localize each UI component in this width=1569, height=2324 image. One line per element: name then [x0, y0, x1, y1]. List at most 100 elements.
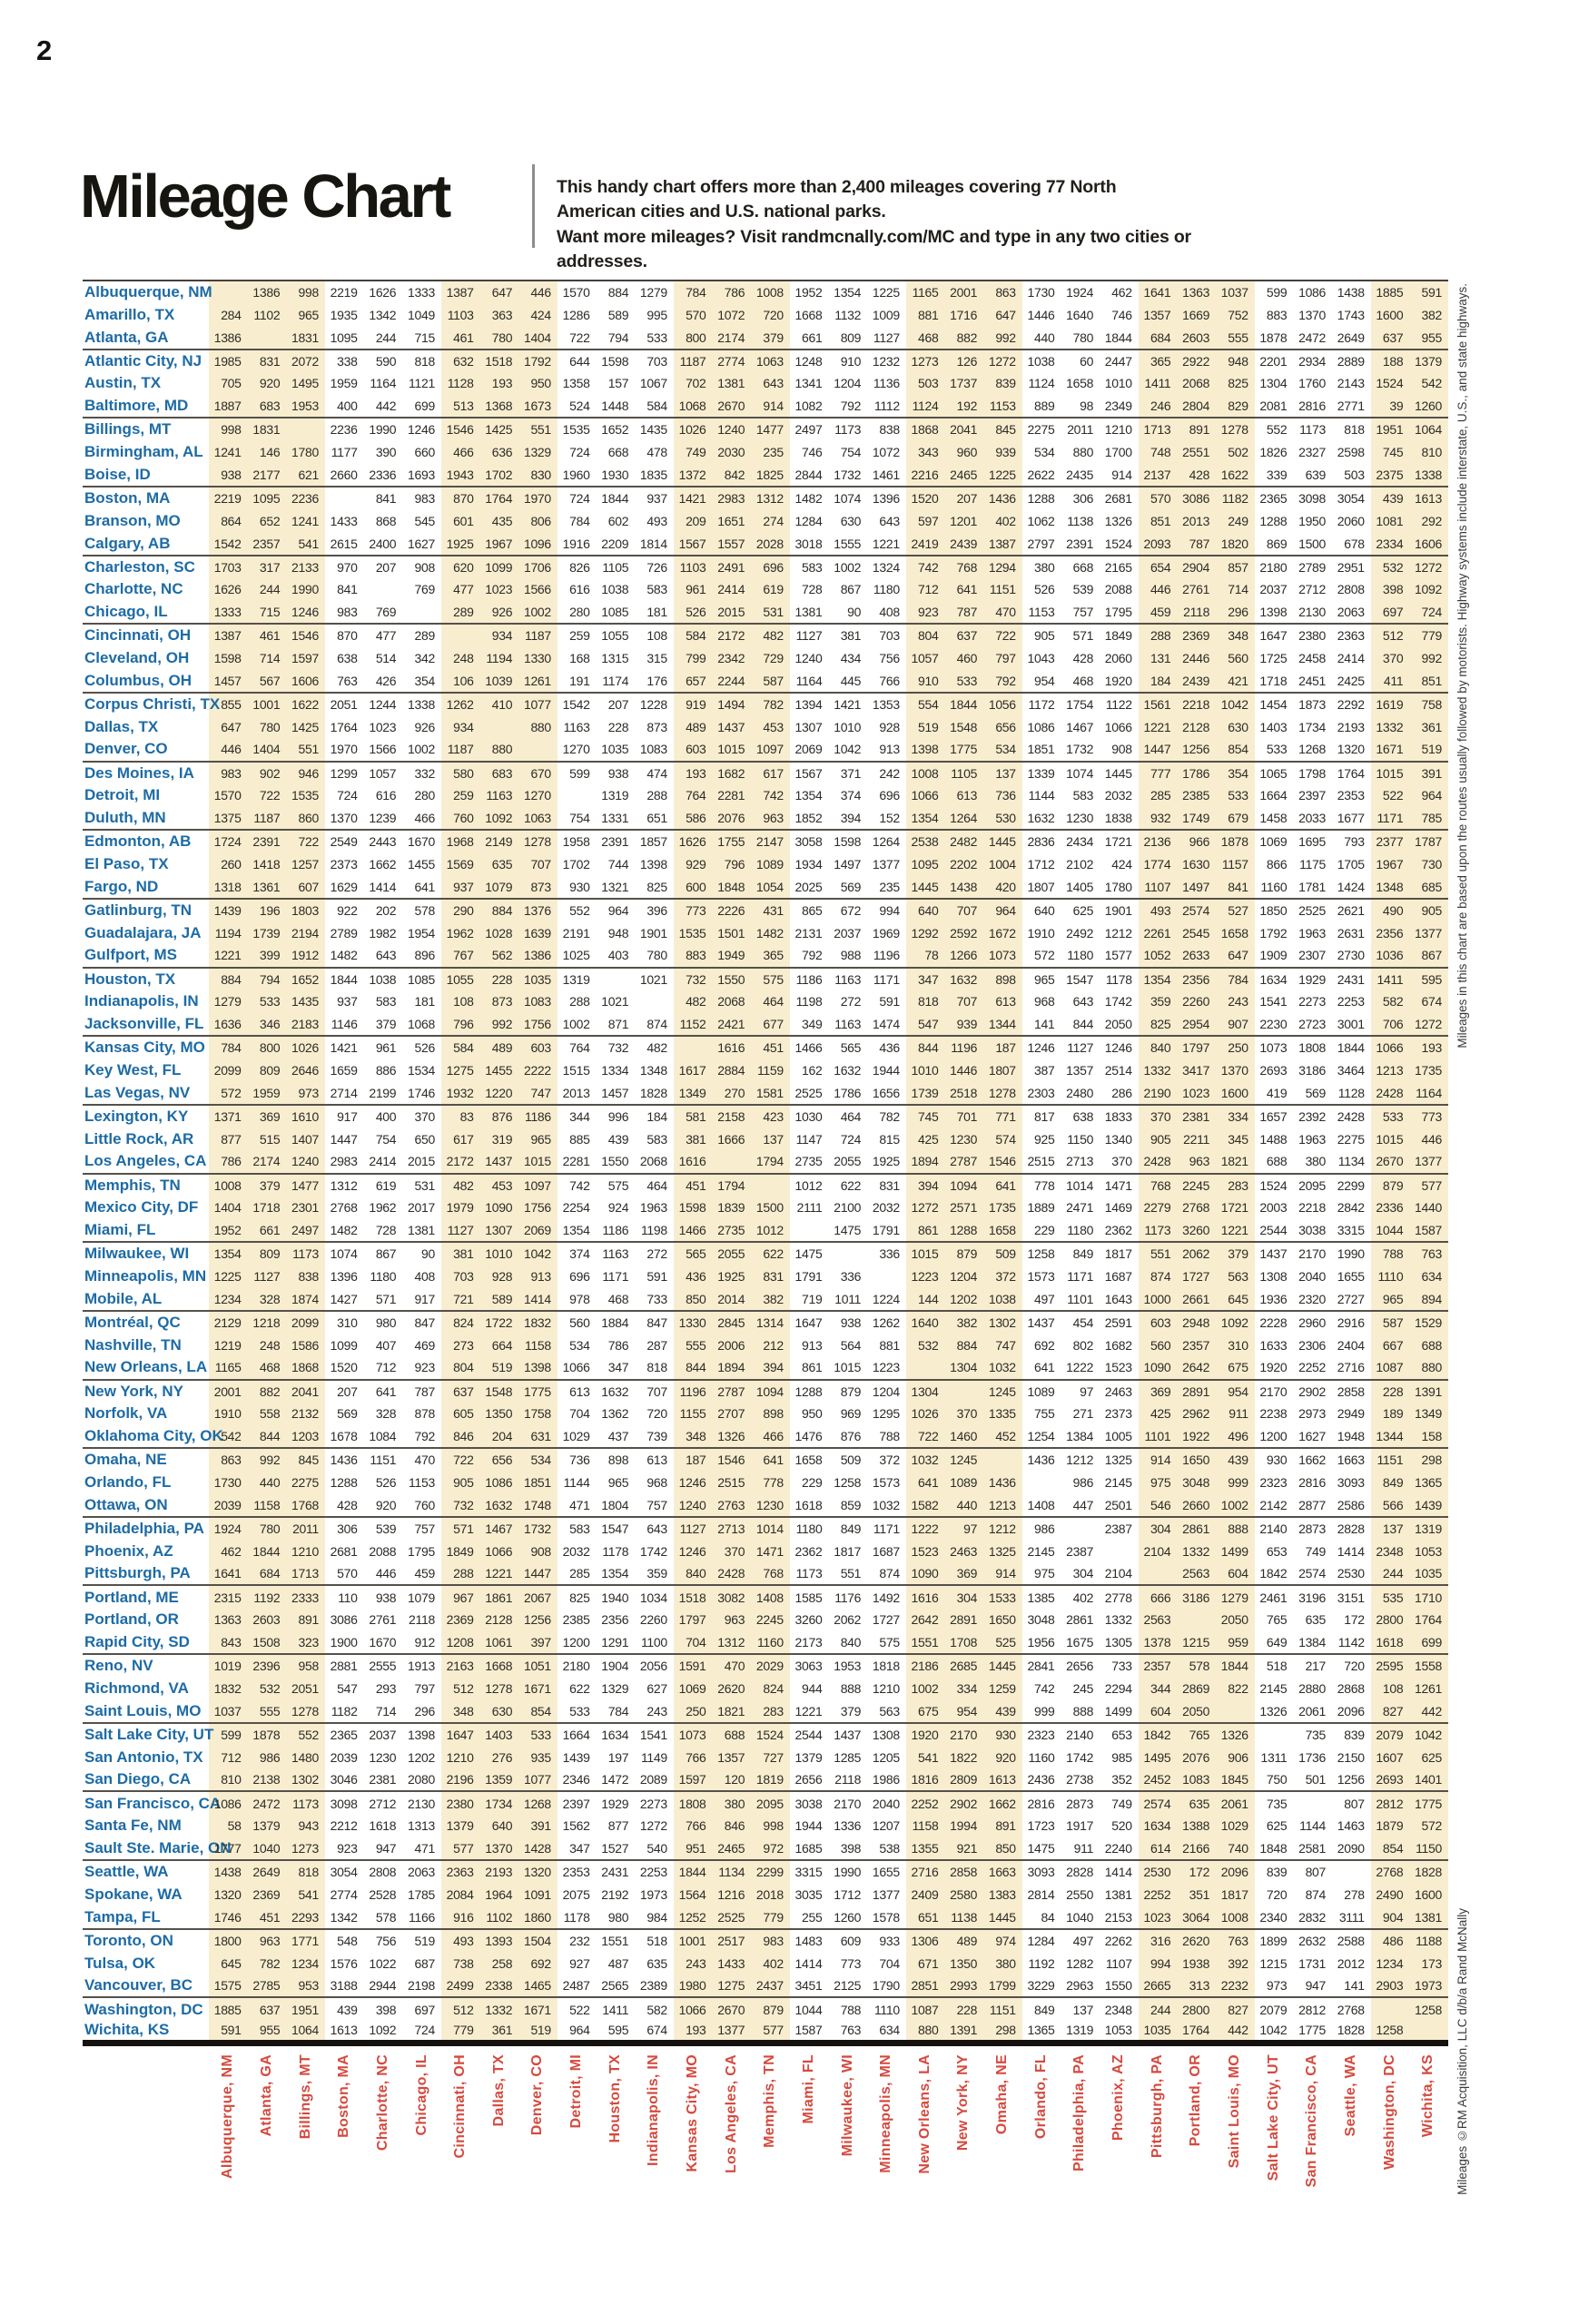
mileage-cell: 1172 [1028, 697, 1055, 713]
mileage-cell: 930 [557, 875, 597, 900]
mileage-cell: 1079 [407, 1590, 435, 1605]
mileage-cell: 250 [1228, 1040, 1248, 1056]
mileage-cell: 2068 [635, 1150, 674, 1175]
mileage-cell: 258 [491, 1955, 513, 1971]
mileage-cell: 232 [569, 1933, 590, 1948]
mileage-cell: 512 [1382, 628, 1404, 644]
mileage-cell: 1254 [1021, 1424, 1061, 1450]
mileage-cell: 2132 [291, 1406, 319, 1422]
mileage-cell: 726 [646, 559, 667, 575]
mileage-cell: 1546 [291, 628, 319, 644]
page-title: Mileage Chart [80, 162, 451, 231]
mileage-cell: 470 [983, 601, 1022, 625]
column-label-slot: Houston, TX [596, 2054, 635, 2218]
mileage-cell: 1040 [1061, 1905, 1100, 1930]
mileage-cell: 428 [1177, 463, 1217, 487]
mileage-cell: 1196 [679, 1384, 706, 1399]
mileage-cell: 1943 [440, 463, 480, 487]
mileage-cell: 622 [569, 1680, 590, 1696]
row-label: Milwaukee, WI [84, 1245, 190, 1263]
mileage-cell: 1954 [407, 925, 435, 940]
mileage-cell: 1381 [1104, 1886, 1132, 1902]
mileage-cell: 1062 [1027, 513, 1055, 528]
mileage-cell: 1438 [213, 1865, 242, 1880]
mileage-cell: 1210 [1104, 422, 1132, 438]
mileage-cell: 965 [1370, 1287, 1410, 1312]
mileage-cell: 1128 [447, 376, 474, 391]
mileage-cell: 1742 [1104, 994, 1132, 1009]
mileage-cell: 293 [375, 1680, 397, 1696]
mileage-cell: 1411 [1144, 376, 1171, 391]
mileage-cell: 722 [995, 628, 1016, 644]
mileage-cell: 2646 [291, 1063, 319, 1078]
mileage-cell: 1302 [988, 1315, 1016, 1330]
mileage-cell: 616 [569, 582, 590, 597]
mileage-cell: 526 [673, 601, 713, 625]
mileage-cell: 1515 [562, 1063, 590, 1078]
mileage-cell: 2713 [717, 1521, 745, 1536]
mileage-cell: 298 [1421, 1452, 1443, 1468]
mileage-cell: 1221 [479, 1562, 519, 1587]
mileage-cell: 2472 [252, 1796, 281, 1811]
row-label: Branson, MO [84, 511, 181, 529]
mileage-cell: 1424 [1332, 875, 1371, 900]
mileage-cell: 1408 [1021, 1493, 1061, 1518]
mileage-cell: 2716 [1332, 1356, 1371, 1381]
mileage-cell: 1964 [485, 1886, 513, 1902]
mileage-cell: 797 [414, 1680, 435, 1696]
row-label: Santa Fe, NM [84, 1817, 182, 1835]
mileage-cell: 929 [686, 857, 706, 872]
mileage-cell: 1527 [596, 1837, 636, 1862]
mileage-cell: 1787 [1415, 834, 1442, 850]
mileage-cell: 806 [530, 513, 551, 528]
mileage-cell: 1844 [601, 491, 629, 507]
mileage-cell: 144 [905, 1287, 945, 1312]
mileage-cell: 439 [337, 2002, 358, 2017]
mileage-cell: 1110 [873, 2002, 900, 2017]
mileage-cell: 2222 [523, 1063, 551, 1078]
mileage-cell: 2125 [828, 1974, 868, 1999]
mileage-cell: 570 [686, 307, 706, 322]
mileage-cell: 1844 [1100, 326, 1139, 350]
mileage-cell: 2348 [1104, 2002, 1132, 2017]
mileage-cell: 2294 [1104, 1680, 1132, 1696]
mileage-cell: 1084 [363, 1424, 403, 1450]
mileage-cell: 3038 [794, 1796, 823, 1811]
row-label: Toronto, ON [84, 1931, 173, 1949]
mileage-cell: 578 [363, 1905, 403, 1930]
mileage-cell: 1262 [872, 1315, 900, 1330]
mileage-cell: 2633 [1177, 944, 1217, 969]
mileage-cell: 235 [763, 445, 784, 460]
mileage-cell: 1845 [1216, 1768, 1255, 1793]
mileage-cell: 605 [453, 1406, 474, 1422]
mileage-cell: 361 [491, 2023, 513, 2038]
mileage-cell: 493 [646, 513, 667, 528]
mileage-cell: 841 [337, 582, 358, 597]
mileage-cell: 546 [1138, 1493, 1178, 1518]
mileage-cell: 2133 [291, 559, 319, 575]
mileage-cell: 1488 [1259, 1131, 1288, 1147]
mileage-cell: 1259 [988, 1680, 1016, 1696]
mileage-cell: 1878 [252, 1727, 281, 1742]
mileage-cell: 1702 [479, 463, 519, 487]
mileage-cell: 794 [596, 326, 636, 350]
mileage-cell: 2391 [601, 834, 629, 850]
mileage-cell: 3035 [794, 1886, 823, 1902]
mileage-cell: 1245 [950, 1452, 978, 1468]
mileage-cell: 470 [724, 1659, 745, 1674]
mileage-cell: 2563 [1143, 1612, 1171, 1628]
mileage-cell: 932 [1138, 807, 1178, 832]
mileage-cell: 2095 [1298, 1177, 1327, 1193]
column-label: Saint Louis, MO [1226, 2054, 1242, 2169]
mileage-cell: 800 [673, 326, 713, 350]
mileage-cell: 619 [763, 582, 784, 597]
row-label: Memphis, TN [84, 1176, 181, 1194]
column-label: Boston, MA [336, 2054, 352, 2138]
mileage-cell: 827 [1370, 1699, 1410, 1724]
mileage-cell: 2202 [950, 857, 978, 872]
mileage-cell: 595 [607, 2023, 629, 2038]
mileage-cell: 1246 [1104, 1040, 1132, 1056]
mileage-cell: 782 [763, 697, 784, 713]
mileage-cell: 2431 [601, 1865, 629, 1880]
mileage-cell: 1952 [209, 1218, 248, 1244]
